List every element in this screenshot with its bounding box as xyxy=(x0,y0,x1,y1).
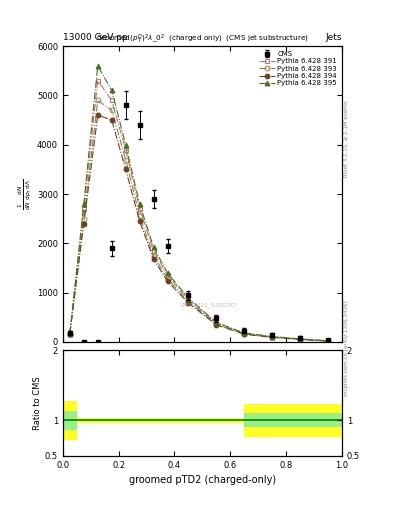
Pythia 6.428 391 xyxy=(298,336,303,342)
Line: Pythia 6.428 393: Pythia 6.428 393 xyxy=(68,98,331,344)
Pythia 6.428 393 xyxy=(95,97,100,103)
Pythia 6.428 391 xyxy=(151,248,156,254)
Pythia 6.428 391 xyxy=(326,338,331,344)
Pythia 6.428 394 xyxy=(95,112,100,118)
Pythia 6.428 394 xyxy=(270,334,275,340)
Line: Pythia 6.428 394: Pythia 6.428 394 xyxy=(68,113,331,344)
Pythia 6.428 393 xyxy=(123,157,128,163)
Pythia 6.428 394 xyxy=(109,117,114,123)
Pythia 6.428 395 xyxy=(81,201,86,207)
Pythia 6.428 393 xyxy=(165,276,170,282)
Pythia 6.428 394 xyxy=(68,331,72,337)
Pythia 6.428 393 xyxy=(109,107,114,113)
Pythia 6.428 394 xyxy=(137,218,142,224)
X-axis label: groomed pTD2 (charged-only): groomed pTD2 (charged-only) xyxy=(129,475,276,485)
Pythia 6.428 393 xyxy=(68,331,72,337)
Pythia 6.428 391 xyxy=(68,331,72,337)
Pythia 6.428 393 xyxy=(81,216,86,222)
Text: Jets: Jets xyxy=(325,33,342,41)
Pythia 6.428 393 xyxy=(298,336,303,343)
Pythia 6.428 394 xyxy=(214,322,219,328)
Pythia 6.428 391 xyxy=(186,296,191,303)
Legend: CMS, Pythia 6.428 391, Pythia 6.428 393, Pythia 6.428 394, Pythia 6.428 395: CMS, Pythia 6.428 391, Pythia 6.428 393,… xyxy=(257,48,340,89)
Pythia 6.428 391 xyxy=(214,320,219,326)
Pythia 6.428 393 xyxy=(214,321,219,327)
Pythia 6.428 391 xyxy=(95,77,100,83)
Pythia 6.428 391 xyxy=(137,206,142,212)
Pythia 6.428 395 xyxy=(186,295,191,301)
Line: Pythia 6.428 395: Pythia 6.428 395 xyxy=(68,63,331,343)
Text: mcplots.cern.ch [arXiv:1306.3436]: mcplots.cern.ch [arXiv:1306.3436] xyxy=(344,301,349,396)
Pythia 6.428 394 xyxy=(165,278,170,284)
Pythia 6.428 391 xyxy=(109,97,114,103)
Pythia 6.428 393 xyxy=(137,213,142,219)
Pythia 6.428 395 xyxy=(242,330,247,336)
Pythia 6.428 391 xyxy=(242,330,247,336)
Pythia 6.428 391 xyxy=(270,334,275,340)
Pythia 6.428 394 xyxy=(151,256,156,262)
Pythia 6.428 395 xyxy=(95,63,100,69)
Text: 13000 GeV pp: 13000 GeV pp xyxy=(63,33,128,41)
Text: Rivet 3.1.10, ≥ 2.1M events: Rivet 3.1.10, ≥ 2.1M events xyxy=(344,100,349,177)
Text: CMS_2021_I1920187: CMS_2021_I1920187 xyxy=(180,303,238,308)
Pythia 6.428 394 xyxy=(242,331,247,337)
Pythia 6.428 395 xyxy=(151,244,156,250)
Pythia 6.428 395 xyxy=(298,336,303,342)
Pythia 6.428 391 xyxy=(81,206,86,212)
Pythia 6.428 393 xyxy=(242,331,247,337)
Pythia 6.428 391 xyxy=(123,146,128,153)
Pythia 6.428 394 xyxy=(326,338,331,344)
Pythia 6.428 394 xyxy=(298,336,303,343)
Pythia 6.428 395 xyxy=(68,331,72,337)
Y-axis label: $\frac{1}{\mathrm{d}N}\,\frac{\mathrm{d}N}{\mathrm{d}p_T\,\mathrm{d}\Lambda}$: $\frac{1}{\mathrm{d}N}\,\frac{\mathrm{d}… xyxy=(17,178,34,210)
Pythia 6.428 393 xyxy=(186,298,191,305)
Pythia 6.428 394 xyxy=(186,300,191,306)
Pythia 6.428 393 xyxy=(151,252,156,259)
Pythia 6.428 393 xyxy=(270,334,275,340)
Pythia 6.428 395 xyxy=(123,142,128,148)
Pythia 6.428 395 xyxy=(137,201,142,207)
Pythia 6.428 391 xyxy=(165,272,170,279)
Pythia 6.428 395 xyxy=(326,338,331,344)
Y-axis label: Ratio to CMS: Ratio to CMS xyxy=(33,376,42,430)
Pythia 6.428 394 xyxy=(123,166,128,173)
Pythia 6.428 394 xyxy=(81,221,86,227)
Pythia 6.428 393 xyxy=(326,338,331,344)
Pythia 6.428 395 xyxy=(214,319,219,326)
Line: Pythia 6.428 391: Pythia 6.428 391 xyxy=(68,78,331,344)
Pythia 6.428 395 xyxy=(109,88,114,94)
Pythia 6.428 395 xyxy=(270,333,275,339)
Pythia 6.428 395 xyxy=(165,270,170,276)
Title: Groomed$(p_T^D)^2\lambda\_0^2$  (charged only)  (CMS jet substructure): Groomed$(p_T^D)^2\lambda\_0^2$ (charged … xyxy=(96,33,309,46)
